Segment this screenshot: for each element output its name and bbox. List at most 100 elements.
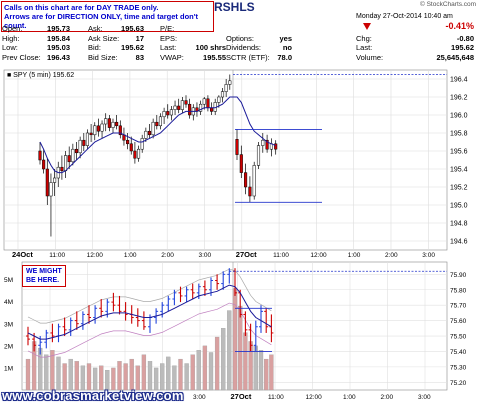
quote-label: Last:: [160, 43, 177, 52]
quote-label: P/E:: [160, 24, 175, 33]
candle-body: [64, 155, 68, 172]
moving-average-line: [39, 96, 276, 174]
annotation-box: WE MIGHT BE HERE.: [22, 265, 66, 287]
quote-value: no: [282, 43, 292, 52]
volume-bar: [178, 358, 183, 391]
price-info-header: Calls on this chart are for DAY TRADE on…: [0, 0, 480, 62]
volume-bar: [74, 361, 79, 391]
volume-bar: [221, 328, 226, 391]
volume-bar: [258, 350, 264, 391]
candle-body: [151, 121, 155, 136]
x-tick-label: 3:00: [193, 394, 206, 401]
volume-tick-label: 2M: [4, 343, 13, 350]
quote-label: Ask:: [88, 24, 103, 33]
candle-body: [42, 159, 46, 170]
candle-body: [202, 98, 206, 105]
x-tick-label: 3:00: [422, 252, 435, 258]
volume-tick-label: 1M: [4, 365, 13, 372]
y-tick-label: 195.0: [450, 203, 468, 210]
quote-label: Chg:: [356, 33, 372, 43]
disclaimer-line-2: Arrows are for DIRECTION ONLY, time and …: [4, 12, 199, 30]
disclaimer-note: Calls on this chart are for DAY TRADE on…: [1, 1, 214, 32]
candle-body: [169, 109, 173, 116]
x-tick-label: 27Oct: [231, 392, 252, 401]
y-tick-label: 195.4: [450, 167, 468, 174]
candle-body: [155, 121, 159, 127]
chart-legend: ■ SPY (5 min) 195.62: [7, 72, 74, 79]
volume-bar: [264, 358, 269, 391]
candle-body: [104, 118, 108, 125]
volume-bar: [208, 352, 214, 391]
volume-bar: [99, 365, 104, 391]
candle-body: [199, 103, 203, 112]
candle-body: [228, 80, 232, 85]
moving-average-line: [27, 284, 272, 340]
y-tick-label: 194.6: [450, 239, 468, 246]
quote-value: 25,645,648: [436, 52, 474, 62]
volume-bar: [227, 310, 232, 391]
candle-body: [166, 111, 170, 116]
volume-bar: [166, 356, 171, 391]
volume-bar: [153, 367, 159, 391]
price-chart: 194.6 194.8 195.0 195.2 195.4 195.6 195.8 196.0…: [3, 69, 468, 258]
volume-bar: [25, 358, 31, 391]
quote-label: EPS:: [160, 33, 178, 43]
candle-body: [188, 103, 192, 116]
x-tick-label: 11:00: [273, 252, 289, 258]
x-tick-label: 2:00: [385, 252, 398, 258]
comparison-chart: 75.20 75.30 75.40 75.50 75.60 75.70 75.80 75.90…: [4, 261, 467, 401]
volume-bar: [62, 363, 67, 391]
y-tick-label: 75.70: [450, 303, 467, 310]
quote-value: 195.62: [121, 43, 144, 52]
y-tick-label: 75.90: [450, 272, 467, 279]
volume-bar: [105, 369, 110, 391]
candle-body: [96, 125, 100, 132]
y-tick-label: 75.30: [450, 364, 467, 371]
volume-bar: [129, 358, 134, 391]
y-tick-label: 196.2: [450, 95, 468, 102]
bollinger-band: [27, 302, 272, 358]
volume-bar: [160, 363, 165, 391]
x-tick-label: 11:00: [43, 394, 59, 401]
candle-body: [85, 132, 90, 146]
x-tick-label: 12:00: [306, 394, 323, 401]
y-tick-label: 75.80: [450, 287, 467, 294]
y-tick-label: 196.4: [450, 77, 468, 84]
volume-bar: [238, 305, 243, 391]
y-tick-label: 196.0: [450, 113, 468, 120]
candle-body: [162, 111, 166, 118]
candle-body: [49, 182, 53, 197]
y-tick-label: 75.50: [450, 334, 467, 341]
watermark-url: www.cobrasmarketview.com: [2, 388, 184, 403]
quote-label: Last:: [356, 43, 373, 52]
volume-bar: [135, 365, 140, 391]
quote-value: 195.55: [203, 52, 226, 62]
candle-body: [147, 130, 152, 136]
y-tick-label: 75.20: [450, 380, 467, 387]
volume-bar: [184, 363, 189, 391]
quote-value: 17: [135, 33, 144, 43]
quote-value: 195.84: [47, 33, 70, 43]
quote-label: Open:: [2, 24, 23, 33]
volume-bar: [56, 356, 61, 391]
change-percent: -0.41%: [445, 21, 474, 31]
candle-body: [235, 139, 239, 155]
quote-label: Options:: [226, 33, 254, 43]
quote-label: SCTR (ETF):: [226, 52, 270, 62]
x-tick-label: 1:00: [124, 252, 137, 258]
volume-bar: [253, 345, 258, 391]
volume-tick-label: 5M: [4, 277, 13, 284]
candle-body: [89, 132, 93, 136]
candle-body: [220, 91, 225, 98]
volume-bar: [117, 361, 122, 391]
candle-body: [177, 105, 181, 110]
candle-body: [158, 116, 162, 127]
candle-body: [144, 130, 148, 139]
candle-body: [38, 150, 42, 161]
quote-label: Ask Size:: [88, 33, 120, 43]
x-tick-label: 2:00: [161, 252, 174, 258]
candle-body: [60, 166, 64, 172]
candle-body: [217, 96, 221, 103]
x-tick-label: 1:00: [343, 394, 356, 401]
x-tick-label: 3:00: [199, 252, 212, 258]
